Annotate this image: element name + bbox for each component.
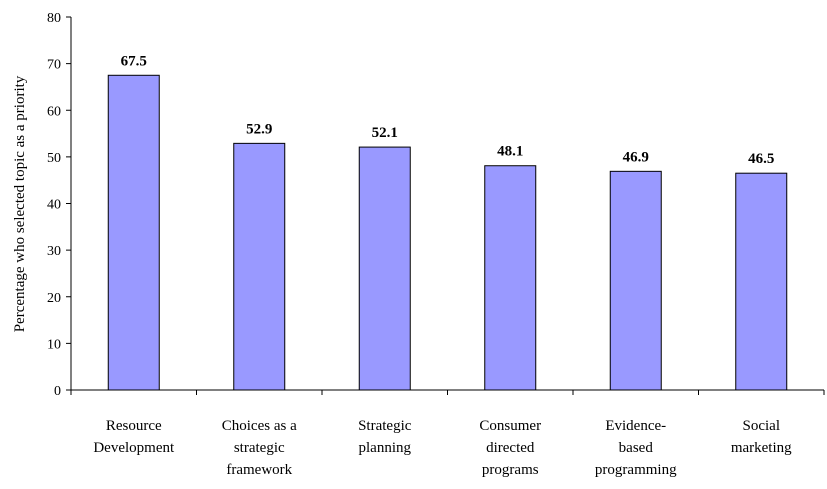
y-tick-label: 80: [47, 11, 61, 26]
y-tick-label: 40: [47, 198, 61, 213]
category-label-line: based: [619, 440, 654, 456]
category-labels: Resource Development Choices as a strategic…: [93, 418, 792, 478]
bars: [107, 74, 788, 391]
category-label-line: Resource: [106, 418, 162, 434]
category-label: Consumer directed programs: [479, 418, 541, 478]
y-tick-label: 10: [47, 337, 61, 352]
category-label-line: Consumer: [479, 418, 541, 434]
y-tick-label: 20: [47, 291, 61, 306]
category-label: Choices as a strategic framework: [222, 418, 297, 478]
category-label-line: Strategic: [358, 418, 412, 434]
x-axis-ticks: [70, 390, 825, 395]
y-tick-label: 50: [47, 151, 61, 166]
y-tick-label: 0: [54, 384, 61, 399]
value-labels: 67.5 52.9 52.1 48.1 46.9 46.5: [121, 53, 775, 167]
bar: [735, 172, 788, 391]
y-tick-label: 60: [47, 104, 61, 119]
category-label-line: Social: [743, 418, 781, 434]
bar: [107, 74, 160, 391]
category-label-line: framework: [226, 462, 292, 478]
y-axis-ticks: 0 10 20 30 40 50 60 70 80: [47, 11, 71, 399]
y-axis-title: Percentage who selected topic as a prior…: [12, 75, 28, 332]
category-label-line: Choices as a: [222, 418, 297, 434]
category-label-line: planning: [359, 440, 412, 456]
value-label: 48.1: [497, 144, 523, 160]
value-label: 67.5: [121, 53, 147, 69]
category-label-line: Development: [93, 440, 175, 456]
bar: [609, 170, 662, 391]
category-label: Strategic planning: [358, 418, 412, 456]
category-label: Resource Development: [93, 418, 175, 456]
category-label-line: directed: [486, 440, 535, 456]
value-label: 46.5: [748, 151, 774, 167]
y-tick-label: 70: [47, 58, 61, 73]
category-label-line: programming: [595, 462, 677, 478]
value-label: 52.1: [372, 125, 398, 141]
value-label: 52.9: [246, 121, 272, 137]
category-label-line: programs: [482, 462, 539, 478]
bar: [484, 165, 537, 391]
category-label-line: strategic: [234, 440, 285, 456]
category-label-line: Evidence-: [605, 418, 666, 434]
bar: [233, 142, 286, 391]
y-tick-label: 30: [47, 244, 61, 259]
category-label: Evidence-based programming: [595, 418, 677, 478]
category-label: Social marketing: [731, 418, 792, 456]
bar: [358, 146, 411, 391]
category-label-line: marketing: [731, 440, 792, 456]
value-label: 46.9: [623, 149, 649, 165]
